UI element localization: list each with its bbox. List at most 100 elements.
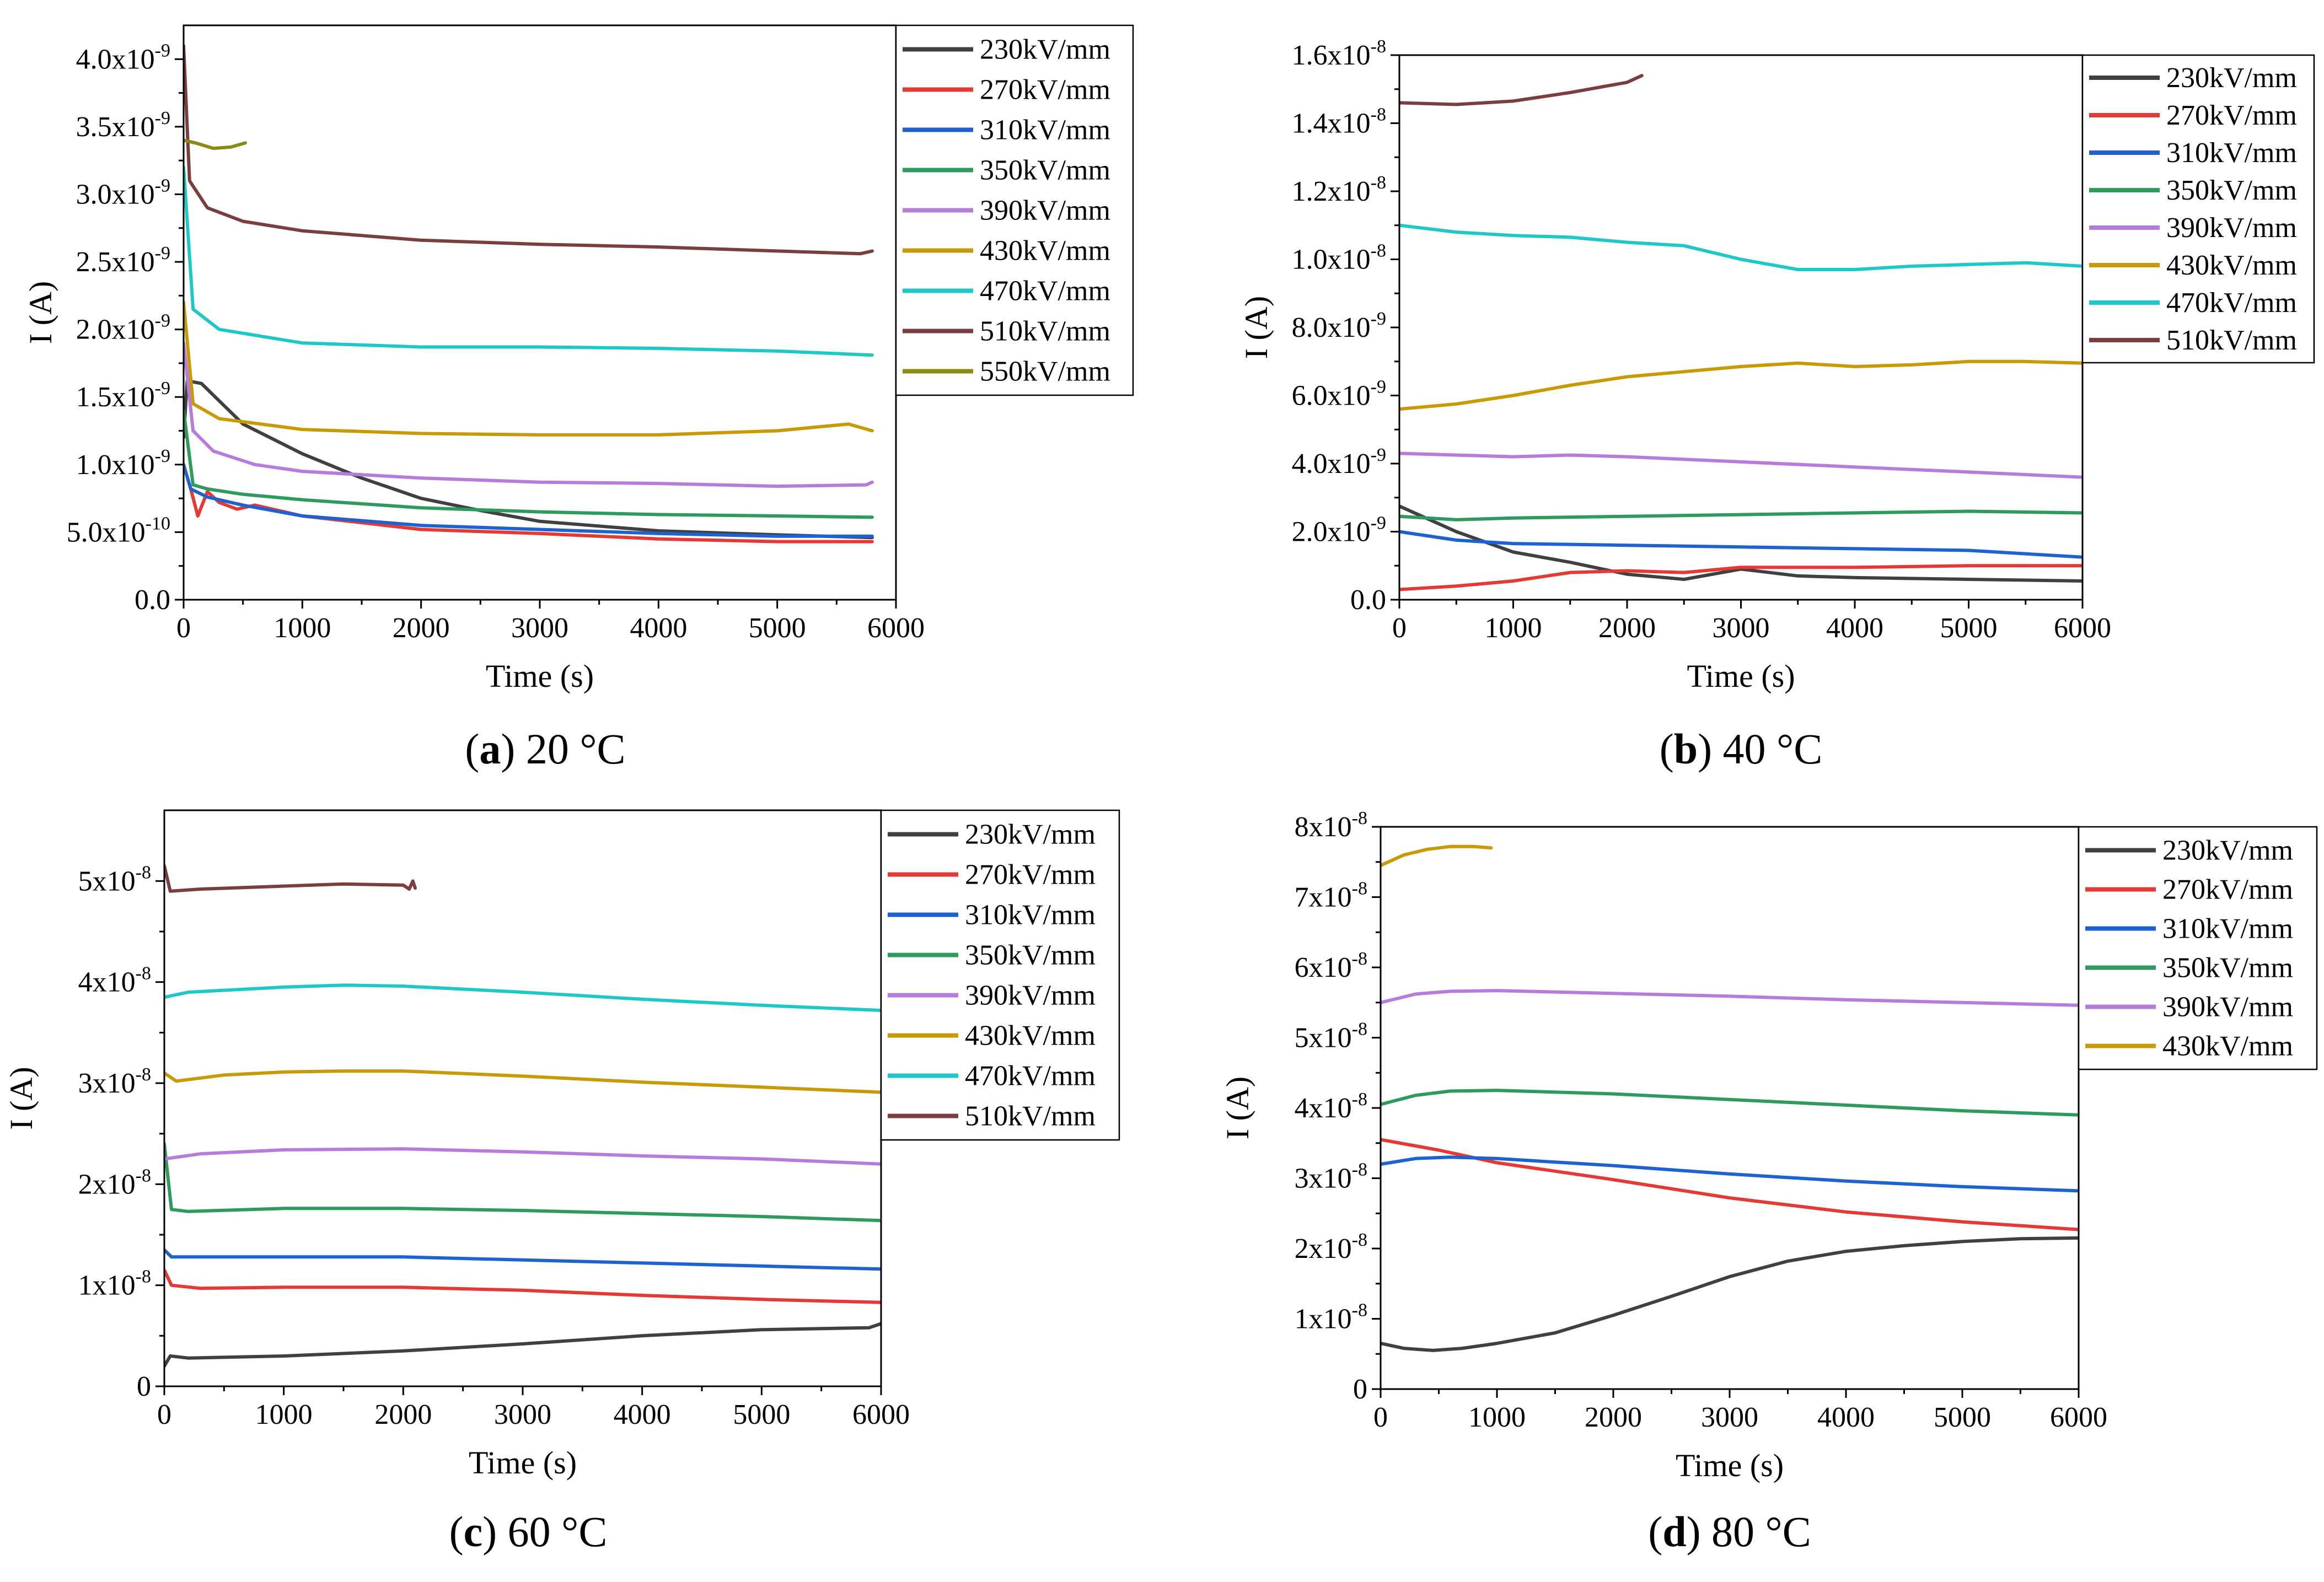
legend-label: 510kV/mm xyxy=(965,1101,1096,1132)
series-line-510kV/mm xyxy=(1399,74,1644,106)
series-line-430kV/mm xyxy=(1399,359,2083,411)
y-axis-label: I (A) xyxy=(1220,1077,1255,1139)
y-tick-label: 3.5x10-9 xyxy=(76,108,170,143)
legend-label: 510kV/mm xyxy=(980,316,1110,347)
x-tick-label: 4000 xyxy=(1826,612,1883,644)
y-tick-label: 1.2x10-8 xyxy=(1292,173,1386,207)
legend-label: 470kV/mm xyxy=(980,276,1110,307)
series-line-270kV/mm xyxy=(1381,1138,2079,1231)
x-axis-label: Time (s) xyxy=(469,1445,577,1481)
panel-d: 0 1000 2000 3000 4000 5000 6000 0 1x10-8 2x10-8 3x… xyxy=(1220,808,2318,1556)
series-line-350kV/mm xyxy=(184,408,874,519)
series-line-350kV/mm xyxy=(1399,509,2083,521)
series-line-230kV/mm xyxy=(164,1322,881,1368)
series-line-350kV/mm xyxy=(164,1142,881,1223)
y-tick-label: 2x10-8 xyxy=(78,1165,151,1200)
x-tick-label: 1000 xyxy=(1468,1402,1526,1433)
y-tick-label: 7x10-8 xyxy=(1295,879,1367,913)
y-tick-label: 1.6x10-8 xyxy=(1292,36,1386,71)
x-tick-label: 1000 xyxy=(273,612,331,644)
y-tick-label: 3x10-8 xyxy=(1295,1160,1367,1194)
y-tick-label: 5x10-8 xyxy=(78,862,151,897)
panel-caption: (c) 60 °C xyxy=(449,1508,608,1556)
legend-label: 270kV/mm xyxy=(980,74,1110,106)
legend-label: 270kV/mm xyxy=(2162,874,2293,906)
legend-label: 310kV/mm xyxy=(2162,913,2293,945)
x-tick-label: 5000 xyxy=(1934,1402,1991,1433)
y-tick-label: 2.5x10-9 xyxy=(76,243,170,278)
y-tick-label: 8x10-8 xyxy=(1295,808,1367,843)
series-line-310kV/mm xyxy=(1381,1155,2079,1193)
series-line-350kV/mm xyxy=(1381,1089,2079,1117)
y-tick-label: 1x10-8 xyxy=(1295,1300,1367,1335)
x-tick-label: 1000 xyxy=(1485,612,1542,644)
y-tick-label: 1.0x10-9 xyxy=(76,446,170,481)
x-tick-label: 4000 xyxy=(1817,1402,1875,1433)
legend-label: 430kV/mm xyxy=(980,235,1110,267)
legend-box xyxy=(880,809,1120,1141)
series-line-390kV/mm xyxy=(1399,451,2083,479)
panel-caption: (d) 80 °C xyxy=(1648,1508,1811,1556)
series-line-390kV/mm xyxy=(184,341,874,488)
series-line-390kV/mm xyxy=(164,1147,881,1166)
y-tick-label: 6.0x10-9 xyxy=(1292,377,1386,412)
y-tick-label: 5x10-8 xyxy=(1295,1019,1367,1054)
legend: 230kV/mm 270kV/mm 310kV/mm 350kV/mm 390kV/mm… xyxy=(880,809,1120,1141)
series-line-270kV/mm xyxy=(184,462,874,544)
x-tick-label: 5000 xyxy=(749,612,806,644)
series-line-430kV/mm xyxy=(164,1069,881,1094)
x-tick-label: 2000 xyxy=(1585,1402,1642,1433)
legend-label: 310kV/mm xyxy=(980,115,1110,146)
series-line-510kV/mm xyxy=(164,864,417,893)
x-tick-label: 4000 xyxy=(630,612,687,644)
y-tick-label: 0 xyxy=(1353,1374,1367,1405)
legend-label: 230kV/mm xyxy=(2162,835,2293,867)
x-tick-label: 2000 xyxy=(393,612,450,644)
x-tick-label: 1000 xyxy=(255,1399,313,1430)
legend-label: 390kV/mm xyxy=(2166,212,2297,244)
legend-label: 550kV/mm xyxy=(980,356,1110,388)
series-line-310kV/mm xyxy=(184,462,874,538)
series-line-390kV/mm xyxy=(1381,989,2079,1007)
legend: 230kV/mm 270kV/mm 310kV/mm 350kV/mm 390kV/mm… xyxy=(895,24,1134,396)
legend-label: 350kV/mm xyxy=(965,940,1096,971)
y-tick-label: 1.5x10-9 xyxy=(76,378,170,413)
series-line-310kV/mm xyxy=(1399,530,2083,559)
legend: 230kV/mm 270kV/mm 310kV/mm 350kV/mm 390kV/mm… xyxy=(2081,54,2315,364)
y-tick-label: 1x10-8 xyxy=(78,1267,151,1301)
series-line-550kV/mm xyxy=(184,138,247,150)
series-group xyxy=(1399,74,2083,591)
legend-label: 390kV/mm xyxy=(965,980,1096,1011)
y-tick-label: 3.0x10-9 xyxy=(76,175,170,210)
y-axis-label: I (A) xyxy=(1238,296,1274,359)
series-line-230kV/mm xyxy=(1399,504,2083,583)
x-tick-label: 0 xyxy=(157,1399,171,1430)
legend-label: 270kV/mm xyxy=(965,859,1096,891)
x-tick-label: 3000 xyxy=(494,1399,551,1430)
x-tick-label: 5000 xyxy=(733,1399,790,1430)
legend-label: 350kV/mm xyxy=(2162,953,2293,984)
legend-box xyxy=(2078,826,2318,1070)
y-tick-label: 5.0x10-10 xyxy=(67,513,170,548)
legend-label: 510kV/mm xyxy=(2166,325,2297,356)
y-tick-label: 1.0x10-8 xyxy=(1292,241,1386,276)
x-tick-label: 0 xyxy=(1392,612,1407,644)
series-line-430kV/mm xyxy=(1381,844,1493,868)
panel-caption: (a) 20 °C xyxy=(465,725,625,773)
x-tick-label: 2000 xyxy=(1598,612,1656,644)
y-tick-label: 4x10-8 xyxy=(78,964,151,998)
x-axis-label: Time (s) xyxy=(1687,658,1795,694)
y-tick-label: 0.0 xyxy=(135,584,170,616)
legend-label: 430kV/mm xyxy=(2162,1031,2293,1062)
series-line-470kV/mm xyxy=(1399,223,2083,271)
y-tick-label: 0.0 xyxy=(1350,584,1386,616)
panel-b: 0 1000 2000 3000 4000 5000 6000 0.0 2.0x10-9 4.0x… xyxy=(1238,36,2315,773)
y-tick-label: 4.0x10-9 xyxy=(1292,445,1386,480)
x-tick-label: 0 xyxy=(176,612,191,644)
legend-label: 310kV/mm xyxy=(2166,137,2297,169)
series-line-510kV/mm xyxy=(184,44,874,256)
x-tick-label: 3000 xyxy=(511,612,568,644)
series-line-470kV/mm xyxy=(184,165,874,357)
series-line-230kV/mm xyxy=(184,379,874,540)
